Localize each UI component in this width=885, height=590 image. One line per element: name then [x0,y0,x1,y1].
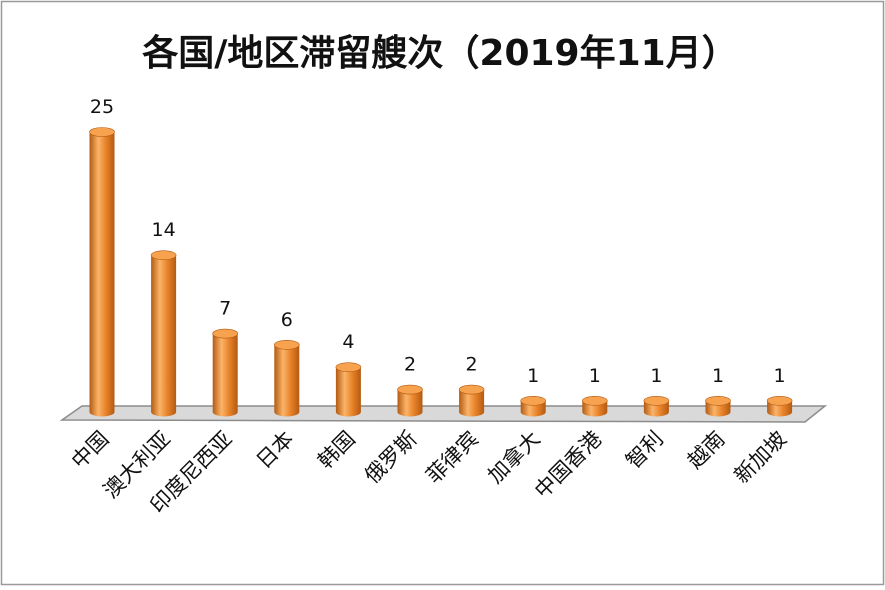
data-label: 1 [589,365,601,387]
data-label: 25 [90,96,114,118]
data-label: 4 [342,331,354,353]
bar-body [459,389,485,417]
bar-body [151,255,177,417]
data-label: 1 [527,365,539,387]
bar-top [89,127,115,137]
chart-floor [59,405,828,423]
bar-body [274,344,300,417]
bar [766,395,793,417]
bar [150,250,177,417]
bar-top [581,395,608,406]
bar [643,395,670,417]
bar [212,328,238,417]
bar [581,395,608,417]
data-label: 7 [219,298,231,320]
bar [273,339,300,417]
bar-top [273,339,300,350]
bar [458,384,485,417]
value-labels-layer: 25 14 7 6 4 2 2 1 1 1 1 1 [90,96,786,387]
bar-top [520,395,547,406]
bar-top [212,328,238,339]
bar-top [766,395,793,406]
bar-top [335,362,362,373]
bar-top [150,250,177,260]
bar-top [705,395,731,406]
bar-top [643,395,670,406]
bar-body [397,389,423,417]
bar [397,384,423,417]
bar-body [212,333,238,417]
data-label: 6 [281,309,293,331]
bar [89,127,115,417]
bar [520,395,547,417]
data-label: 1 [712,365,724,387]
bars-layer [89,127,793,417]
data-label: 2 [466,354,478,376]
chart-title: 各国/地区滞留艘次（2019年11月） [142,33,737,74]
data-label: 2 [404,354,416,376]
bar [705,395,731,417]
data-label: 1 [650,365,662,387]
bar-top [458,384,485,395]
bar-top [397,384,423,395]
bar [335,362,362,417]
data-label: 1 [774,365,786,387]
bar-body [89,132,115,417]
bar-body [335,367,361,417]
data-label: 14 [152,219,176,241]
